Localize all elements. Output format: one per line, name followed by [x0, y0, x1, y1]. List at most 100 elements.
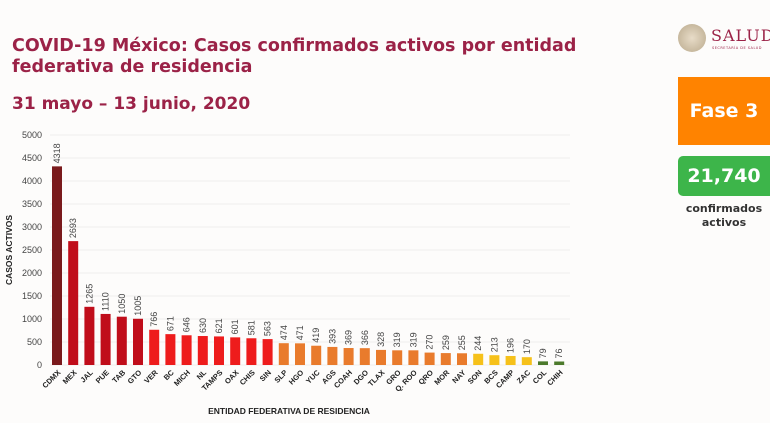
bar-tab	[116, 316, 127, 365]
data-label: 646	[182, 317, 192, 332]
bar-nay	[457, 353, 467, 365]
category-label: PUE	[94, 368, 111, 385]
y-tick-label: 3500	[22, 199, 42, 209]
bar-cdmx	[52, 166, 62, 365]
bar-camp	[505, 355, 516, 365]
bar-chih	[554, 361, 565, 365]
y-tick-label: 4500	[22, 153, 42, 163]
data-label: 581	[246, 320, 256, 335]
bar-nl	[197, 336, 208, 365]
date-range: 31 mayo – 13 junio, 2020	[12, 94, 251, 114]
phase-badge: Fase 3	[678, 77, 770, 145]
category-label: GTO	[126, 368, 144, 386]
bar-tamps	[214, 336, 224, 365]
category-label: YUC	[304, 368, 322, 386]
bar-jal	[84, 306, 95, 365]
logo-subtitle: SECRETARÍA DE SALUD	[712, 46, 762, 50]
y-tick-label: 1500	[22, 291, 42, 301]
category-label: CHIS	[238, 368, 257, 387]
data-label: 213	[489, 337, 499, 352]
y-tick-label: 2500	[22, 245, 42, 255]
data-label: 79	[538, 348, 548, 358]
data-label: 319	[408, 332, 418, 347]
bar-hgo	[295, 343, 305, 365]
category-label: VER	[142, 368, 160, 386]
data-label: 270	[425, 335, 435, 350]
bar-dgo	[359, 348, 370, 365]
salud-logo: SALUD SECRETARÍA DE SALUD	[678, 24, 770, 58]
total-badge: 21,740	[678, 156, 770, 196]
data-label: 76	[554, 348, 564, 358]
y-tick-label: 0	[37, 360, 42, 370]
data-label: 1005	[133, 296, 143, 316]
bar-bc	[165, 334, 176, 365]
bar-ver	[149, 329, 160, 365]
category-label: MOR	[432, 368, 451, 387]
bar-yuc	[311, 345, 322, 365]
data-label: 255	[457, 335, 467, 350]
category-label: TAB	[110, 368, 127, 385]
bar-mich	[181, 335, 192, 365]
data-label: 393	[327, 329, 337, 344]
y-tick-label: 3000	[22, 222, 42, 232]
data-label: 1110	[101, 292, 111, 311]
category-label: SON	[466, 368, 484, 386]
data-label: 319	[392, 332, 402, 347]
category-label: HGO	[287, 368, 306, 387]
bar-qro	[424, 352, 435, 365]
data-label: 419	[311, 328, 321, 343]
y-tick-label: 1000	[22, 314, 42, 324]
y-tick-label: 2000	[22, 268, 42, 278]
total-label: confirmados activos	[685, 202, 763, 229]
x-axis-label: ENTIDAD FEDERATIVA DE RESIDENCIA	[208, 406, 370, 416]
data-label: 170	[522, 339, 532, 354]
category-label: QRO	[417, 368, 436, 387]
y-axis-label: CASOS ACTIVOS	[4, 215, 14, 285]
category-label: ZAC	[515, 368, 533, 386]
category-label: MEX	[61, 368, 79, 386]
bar-chis	[246, 338, 257, 365]
category-label: SIN	[258, 368, 273, 383]
bar-tlax	[376, 349, 386, 365]
data-label: 621	[214, 318, 224, 333]
category-label: COAH	[332, 368, 354, 390]
data-label: 328	[376, 332, 386, 347]
y-tick-label: 5000	[22, 130, 42, 140]
data-label: 471	[295, 325, 305, 340]
bar-coah	[343, 348, 354, 365]
data-label: 2693	[68, 218, 78, 238]
y-tick-label: 500	[27, 337, 42, 347]
bar-bcs	[489, 355, 500, 365]
data-label: 630	[198, 318, 208, 333]
y-tick-label: 4000	[22, 176, 42, 186]
bar-slp	[278, 343, 289, 365]
bar-ags	[327, 346, 338, 365]
data-label: 1265	[84, 284, 94, 304]
category-label: JAL	[78, 368, 95, 385]
data-label: 1050	[117, 294, 127, 314]
category-label: OAX	[223, 368, 241, 386]
data-label: 474	[279, 325, 289, 340]
seal-icon	[678, 24, 706, 52]
data-label: 244	[473, 336, 483, 351]
data-label: 671	[165, 316, 175, 331]
page-title: COVID-19 México: Casos confirmados activ…	[12, 36, 577, 77]
bar-mor	[440, 353, 451, 365]
bar-mex	[68, 241, 79, 365]
data-label: 563	[263, 321, 273, 336]
category-label: NAY	[450, 368, 467, 385]
bar-sin	[262, 339, 273, 365]
bar-pue	[100, 313, 111, 365]
category-label: CDMX	[40, 368, 62, 390]
category-label: SLP	[273, 368, 290, 385]
data-label: 259	[441, 335, 451, 350]
bar-zac	[521, 357, 532, 365]
category-label: CAMP	[494, 368, 516, 390]
data-label: 196	[506, 338, 516, 353]
bar-qroo	[408, 350, 419, 365]
data-label: 601	[230, 319, 240, 334]
category-label: CHIH	[545, 368, 564, 387]
category-label: MICH	[172, 368, 192, 388]
